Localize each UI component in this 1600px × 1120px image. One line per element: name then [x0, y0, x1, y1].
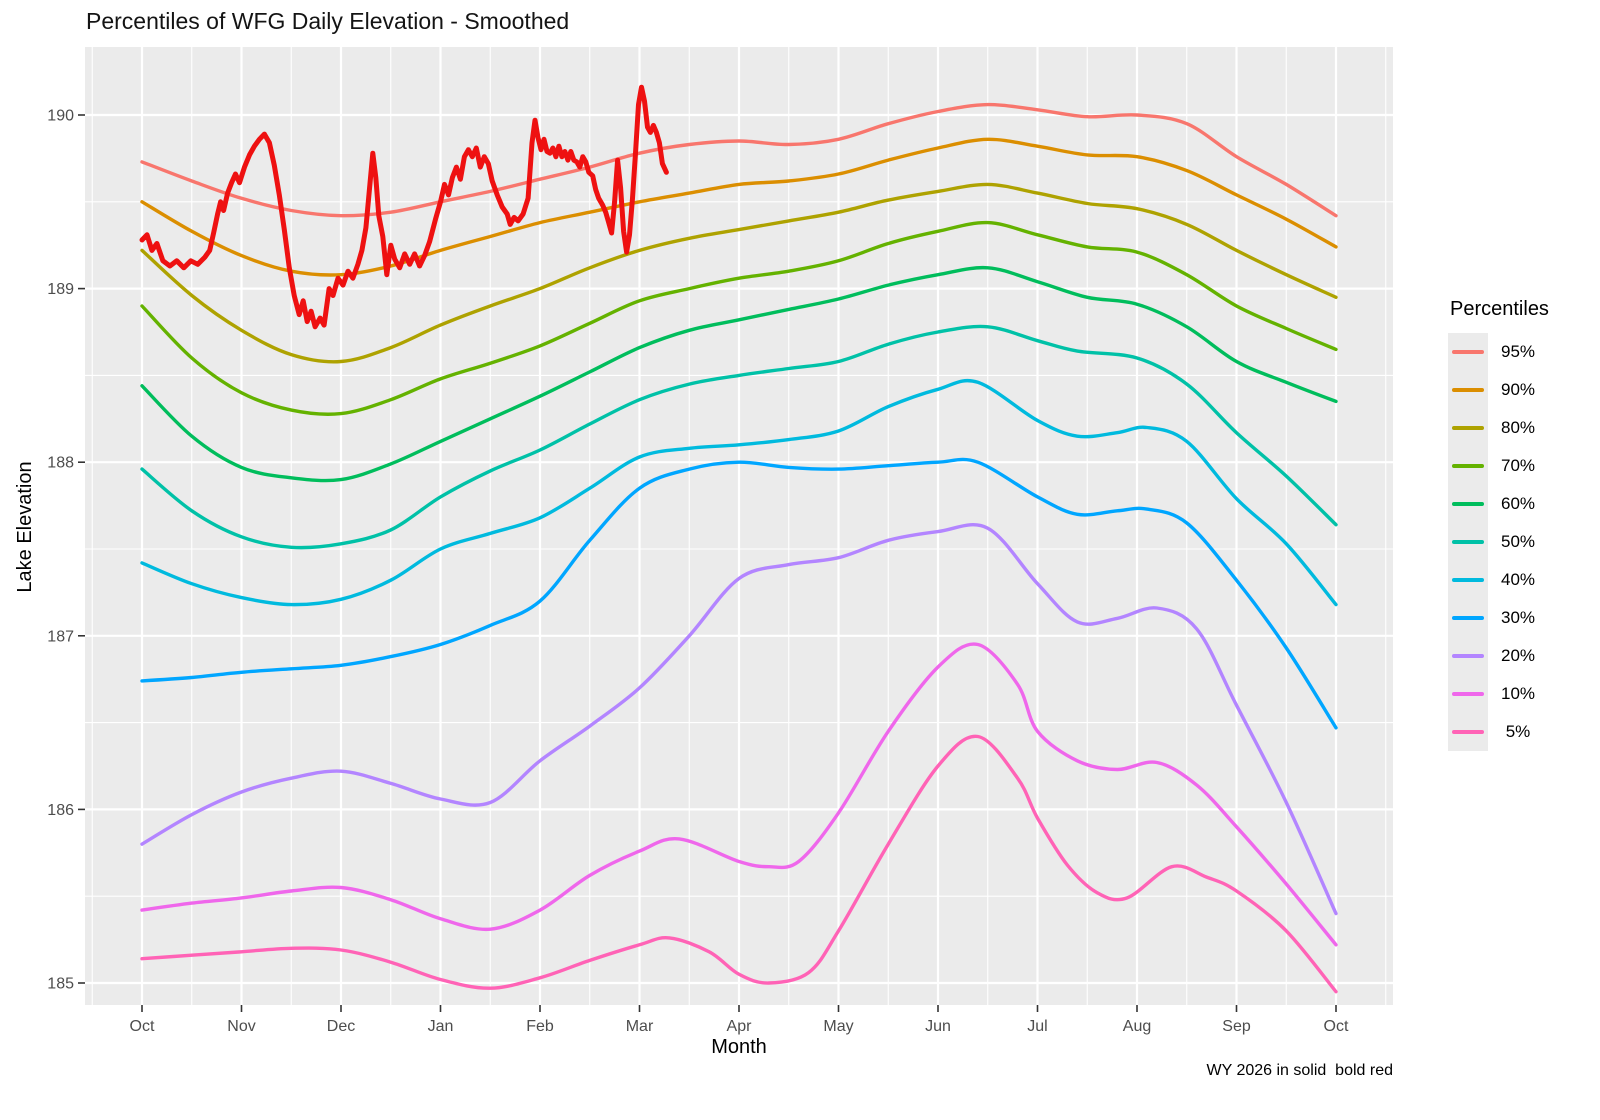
legend-label: 5%	[1501, 722, 1531, 741]
y-tick-label-4: 189	[47, 281, 74, 298]
legend-entry-50%: 50%	[1448, 523, 1549, 561]
legend-entry-70%: 70%	[1448, 447, 1549, 485]
x-tick-label-6: Apr	[727, 1018, 753, 1035]
legend-label: 40%	[1501, 570, 1536, 589]
y-tick-label-1: 186	[47, 802, 74, 819]
legend-entry-10%: 10%	[1448, 675, 1549, 713]
legend: Percentiles 95% 90% 80% 70% 60% 50% 40% 30% 20% 1…	[1448, 298, 1549, 751]
legend-label: 80%	[1501, 418, 1536, 437]
legend-key-swatch	[1448, 523, 1488, 561]
series-20%-line	[140, 523, 1338, 916]
series-30%-line	[140, 457, 1338, 730]
x-tick-label-0: Oct	[130, 1018, 155, 1035]
legend-label: 10%	[1501, 684, 1536, 703]
x-tick-label-11: Sep	[1222, 1018, 1251, 1035]
x-tick-label-1: Nov	[227, 1018, 255, 1035]
x-tick-label-8: Jun	[925, 1018, 951, 1035]
x-tick-label-7: May	[823, 1018, 853, 1035]
legend-key-swatch	[1448, 485, 1488, 523]
series-10%-line	[140, 642, 1338, 947]
legend-entry-60%: 60%	[1448, 485, 1549, 523]
legend-key-swatch	[1448, 561, 1488, 599]
legend-key-swatch	[1448, 333, 1488, 371]
legend-label: 95%	[1501, 342, 1536, 361]
legend-key-swatch	[1448, 675, 1488, 713]
legend-entry-30%: 30%	[1448, 599, 1549, 637]
legend-label: 50%	[1501, 532, 1536, 551]
legend-key-swatch	[1448, 447, 1488, 485]
series-95%-line	[140, 102, 1338, 218]
x-axis-title: Month	[711, 1036, 767, 1058]
y-tick-label-2: 187	[47, 628, 74, 645]
axis-tick-labels: Oct Nov Dec Jan Feb Mar Apr May Jun Jul Aug Sep Oct 1…	[47, 108, 1349, 1036]
series-70%-line	[140, 220, 1338, 416]
legend-key-swatch	[1448, 637, 1488, 675]
percentile-curves	[140, 102, 1338, 994]
legend-label: 70%	[1501, 456, 1536, 475]
caption: WY 2026 in solid bold red	[1206, 1062, 1393, 1079]
x-tick-label-2: Dec	[327, 1018, 355, 1035]
legend-label: 30%	[1501, 608, 1536, 627]
wy2026-line	[139, 84, 669, 330]
series-80%-line	[140, 182, 1338, 364]
legend-entry-95%: 95%	[1448, 333, 1549, 371]
x-tick-label-3: Jan	[428, 1018, 454, 1035]
x-tick-label-4: Feb	[526, 1018, 554, 1035]
y-tick-label-5: 190	[47, 108, 74, 125]
legend-title: Percentiles	[1450, 298, 1549, 320]
y-tick-label-0: 185	[47, 976, 74, 993]
legend-key-swatch	[1448, 599, 1488, 637]
axis-ticks	[78, 114, 1337, 1012]
legend-entry-80%: 80%	[1448, 409, 1549, 447]
series-40%-line	[140, 378, 1338, 607]
series-50%-line	[140, 324, 1338, 550]
legend-key-swatch	[1448, 371, 1488, 409]
legend-label: 20%	[1501, 646, 1536, 665]
legend-label: 60%	[1501, 494, 1536, 513]
legend-rows: 95% 90% 80% 70% 60% 50% 40% 30% 20% 10% 5%	[1448, 333, 1549, 751]
x-tick-label-5: Mar	[626, 1018, 654, 1035]
legend-entry-5%: 5%	[1448, 713, 1549, 751]
legend-key-swatch	[1448, 713, 1488, 751]
series-60%-line	[140, 265, 1338, 483]
legend-entry-40%: 40%	[1448, 561, 1549, 599]
legend-key-swatch	[1448, 409, 1488, 447]
series-90%-line	[140, 137, 1338, 277]
legend-entry-90%: 90%	[1448, 371, 1549, 409]
y-tick-label-3: 188	[47, 455, 74, 472]
x-tick-label-9: Jul	[1027, 1018, 1047, 1035]
x-tick-label-12: Oct	[1324, 1018, 1349, 1035]
legend-label: 90%	[1501, 380, 1536, 399]
x-tick-label-10: Aug	[1123, 1018, 1151, 1035]
series-5%-line	[140, 734, 1338, 994]
legend-entry-20%: 20%	[1448, 637, 1549, 675]
chart-title: Percentiles of WFG Daily Elevation - Smo…	[86, 8, 570, 34]
y-axis-title: Lake Elevation	[14, 461, 36, 593]
